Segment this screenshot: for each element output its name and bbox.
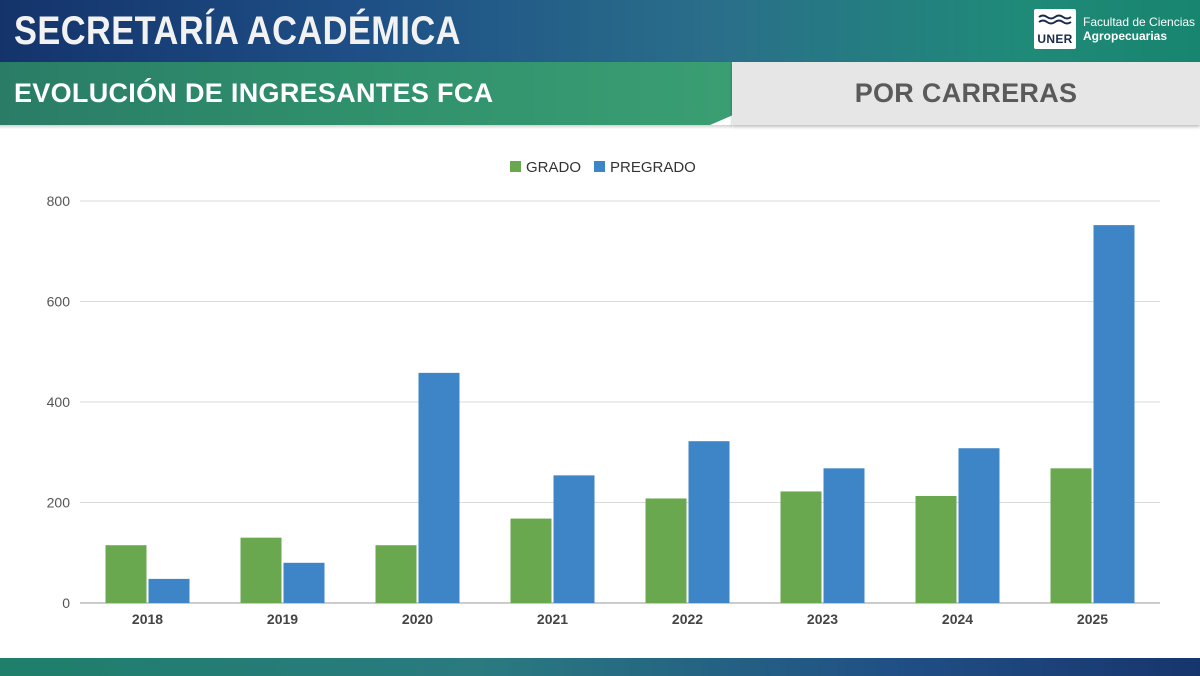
bar-grado-2024 (915, 495, 957, 603)
logo-icon: UNER (1034, 9, 1076, 49)
legend-label: GRADO (526, 159, 581, 176)
bar-grado-2022 (645, 498, 687, 603)
header-bar (0, 0, 1200, 62)
bar-pregrado-2025 (1093, 225, 1135, 603)
x-tick-label: 2020 (402, 611, 433, 627)
y-tick-label: 200 (47, 495, 71, 511)
subtitle-shadow (0, 125, 732, 129)
bar-grado-2019 (240, 537, 282, 603)
x-tick-label: 2022 (672, 611, 703, 627)
waves-icon (1038, 14, 1072, 25)
logo-line-2: Agropecuarias (1083, 29, 1168, 43)
x-tick-label: 2025 (1077, 611, 1108, 627)
x-tick-label: 2024 (942, 611, 973, 627)
bar-pregrado-2018 (148, 578, 190, 603)
footer-bar (0, 658, 1200, 676)
chart-legend: GRADO PREGRADO (510, 159, 696, 176)
bar-grado-2025 (1050, 468, 1092, 603)
bar-pregrado-2021 (553, 475, 595, 603)
section-bar (732, 62, 1200, 125)
chart-bars (105, 225, 1135, 603)
bar-grado-2021 (510, 518, 552, 603)
x-tick-label: 2018 (132, 611, 163, 627)
chart-subtitle: EVOLUCIÓN DE INGRESANTES FCA (14, 78, 494, 108)
logo-text: Facultad de Ciencias Agropecuarias (1083, 15, 1195, 43)
bar-grado-2020 (375, 545, 417, 603)
bar-pregrado-2022 (688, 441, 730, 603)
x-tick-label: 2023 (807, 611, 838, 627)
logo-word: UNER (1037, 32, 1073, 46)
x-axis-labels: 2018 2019 2020 2021 2022 2023 2024 2025 (132, 611, 1108, 627)
legend-swatch-pregrado (594, 161, 605, 172)
subtitle-bar (0, 62, 732, 125)
x-tick-label: 2019 (267, 611, 298, 627)
y-tick-label: 400 (47, 394, 71, 410)
legend-swatch-grado (510, 161, 521, 172)
y-axis-labels: 0 200 400 600 800 (47, 193, 71, 611)
y-tick-label: 600 (47, 294, 71, 310)
bar-grado-2018 (105, 545, 147, 603)
bar-pregrado-2024 (958, 448, 1000, 603)
bar-grado-2023 (780, 491, 822, 603)
bar-pregrado-2020 (418, 372, 460, 603)
y-tick-label: 0 (62, 595, 70, 611)
bar-pregrado-2023 (823, 468, 865, 603)
uner-logo: UNER Facultad de Ciencias Agropecuarias (1034, 9, 1195, 49)
y-tick-label: 800 (47, 193, 71, 209)
legend-label: PREGRADO (610, 159, 696, 176)
bar-pregrado-2019 (283, 562, 325, 603)
bar-chart: GRADO PREGRADO 2018 2019 2020 2021 2022 2023 20… (47, 159, 1160, 627)
section-label: POR CARRERAS (854, 78, 1078, 108)
logo-line-1: Facultad de Ciencias (1083, 15, 1196, 29)
x-tick-label: 2021 (537, 611, 568, 627)
page-title: SECRETARÍA ACADÉMICA (14, 9, 461, 53)
